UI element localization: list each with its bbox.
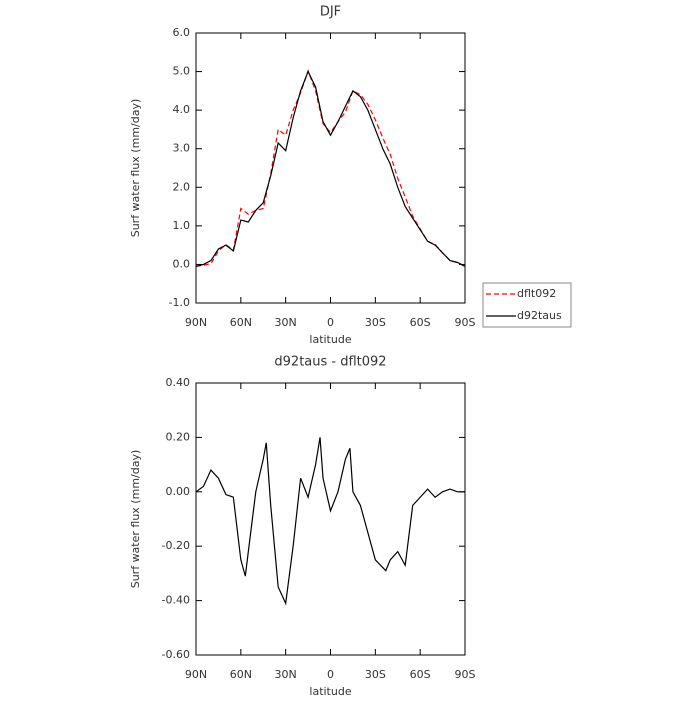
x-tick-label: 90N [185, 316, 207, 329]
y-tick-label: 0.00 [166, 485, 191, 498]
legend-box [482, 282, 572, 328]
x-tick-label: 30S [365, 316, 386, 329]
y-axis-label: Surf water flux (mm/day) [129, 99, 142, 238]
plot-frame [195, 32, 466, 304]
legend-label: dflt092 [517, 287, 556, 300]
x-tick-label: 60S [410, 668, 431, 681]
legend-label: d92taus [517, 309, 562, 322]
data-line [195, 70, 466, 267]
x-tick-label: 90N [185, 668, 207, 681]
chart-title: DJF [320, 5, 341, 20]
y-tick-label: -1.0 [169, 296, 190, 309]
x-tick-label: 60N [230, 668, 252, 681]
x-tick-label: 30S [365, 668, 386, 681]
x-tick-label: 30N [275, 316, 297, 329]
y-tick-label: 6.0 [173, 26, 191, 39]
chart-title: d92taus - dflt092 [274, 355, 386, 370]
y-tick-label: 2.0 [173, 180, 191, 193]
y-tick-label: -0.60 [162, 648, 190, 661]
x-tick-label: 0 [327, 668, 334, 681]
x-tick-label: 0 [327, 316, 334, 329]
x-tick-label: 30N [275, 668, 297, 681]
y-tick-label: 1.0 [173, 219, 191, 232]
y-tick-label: -0.20 [162, 539, 190, 552]
x-tick-label: 90S [455, 316, 476, 329]
x-tick-label: 90S [455, 668, 476, 681]
y-tick-label: 4.0 [173, 103, 191, 116]
y-tick-label: 5.0 [173, 65, 191, 78]
x-axis-label: latitude [309, 333, 351, 346]
data-line [195, 437, 465, 606]
y-tick-label: 0.0 [173, 257, 191, 270]
y-tick-label: 0.40 [166, 376, 191, 389]
y-tick-label: -0.40 [162, 594, 190, 607]
x-tick-label: 60S [410, 316, 431, 329]
x-axis-label: latitude [309, 685, 351, 698]
y-tick-label: 0.20 [166, 430, 191, 443]
y-axis-label: Surf water flux (mm/day) [129, 450, 142, 589]
x-tick-label: 60N [230, 316, 252, 329]
y-tick-label: 3.0 [173, 142, 191, 155]
